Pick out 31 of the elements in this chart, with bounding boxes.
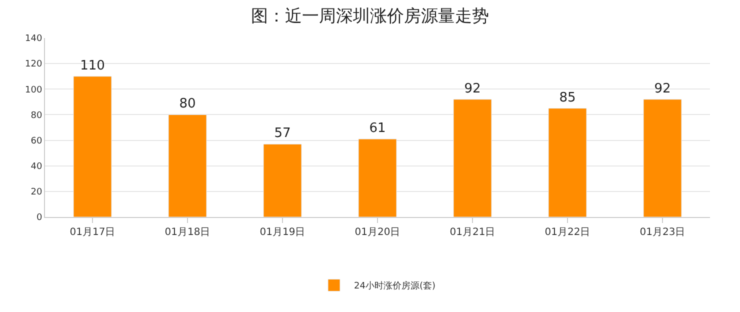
x-tick-label: 01月18日 [164,227,210,238]
x-tick-label: 01月21日 [450,227,496,238]
y-tick-label: 40 [30,162,42,172]
bar [548,108,587,217]
data-label: 61 [369,121,386,136]
bar [168,114,207,217]
y-tick-label: 20 [30,188,42,198]
bar [263,144,302,217]
y-tick-label: 100 [25,85,42,96]
y-tick-label: 140 [25,34,42,44]
bar [453,99,492,217]
bar [643,99,682,217]
x-tick-label: 01月20日 [354,227,400,238]
data-label: 57 [274,126,291,142]
data-label: 80 [179,96,196,112]
x-tick-label: 01月17日 [70,227,116,238]
data-label: 85 [559,90,576,106]
legend-label: 24小时涨价房源(套) [354,280,436,292]
y-tick-label: 0 [36,213,42,224]
x-tick-label: 01月22日 [544,227,590,238]
y-tick-label: 60 [30,136,42,146]
chart-title: 图：近一周深圳涨价房源量走势 [251,6,489,26]
bar [73,76,112,217]
data-label: 92 [464,81,481,96]
x-tick-label: 01月23日 [640,227,686,238]
data-label: 92 [654,81,671,96]
bar [358,138,397,217]
y-tick-label: 120 [25,60,42,70]
y-tick-label: 80 [30,110,42,121]
x-tick-label: 01月19日 [260,227,306,238]
data-label: 110 [80,58,105,74]
